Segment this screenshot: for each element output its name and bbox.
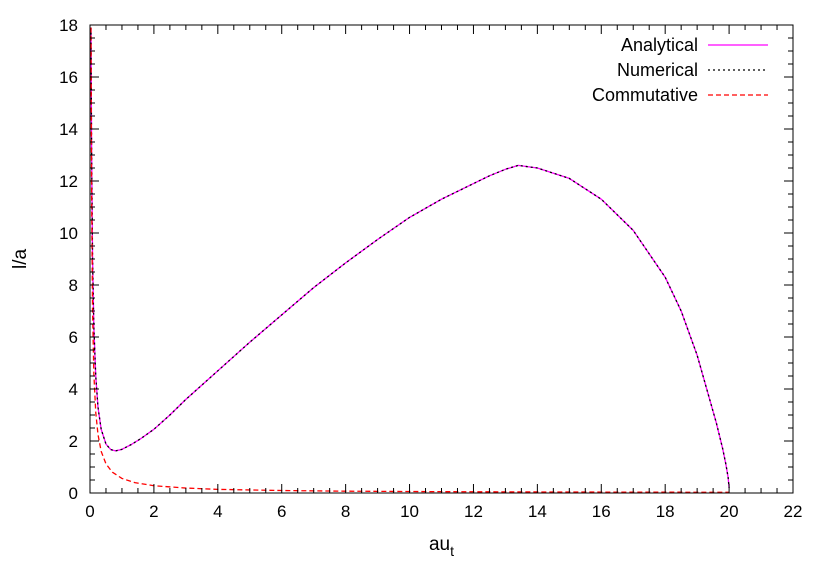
series-line-numerical xyxy=(90,27,730,488)
x-axis-label: aut xyxy=(429,534,454,559)
x-tick-label: 2 xyxy=(149,502,158,521)
x-tick-label: 20 xyxy=(720,502,739,521)
x-tick-label: 0 xyxy=(85,502,94,521)
x-tick-label: 18 xyxy=(656,502,675,521)
y-axis-label: l/a xyxy=(10,249,31,270)
y-tick-label: 10 xyxy=(59,224,78,243)
x-tick-label: 16 xyxy=(592,502,611,521)
x-tick-label: 4 xyxy=(213,502,222,521)
y-tick-label: 4 xyxy=(69,380,78,399)
legend-label: Numerical xyxy=(617,60,698,80)
x-tick-label: 14 xyxy=(528,502,547,521)
x-tick-label: 22 xyxy=(784,502,803,521)
y-tick-label: 0 xyxy=(69,484,78,503)
x-tick-label: 6 xyxy=(277,502,286,521)
x-tick-label: 12 xyxy=(464,502,483,521)
legend-label: Commutative xyxy=(592,85,698,105)
y-tick-label: 14 xyxy=(59,120,78,139)
legend: Analytical Numerical Commutative xyxy=(592,35,768,105)
legend-label: Analytical xyxy=(621,35,698,55)
x-tick-label: 10 xyxy=(400,502,419,521)
y-tick-label: 16 xyxy=(59,68,78,87)
y-tick-label: 8 xyxy=(69,276,78,295)
y-tick-label: 6 xyxy=(69,328,78,347)
y-tick-label: 12 xyxy=(59,172,78,191)
x-tick-label: 8 xyxy=(341,502,350,521)
y-axis-ticks: 0 2 4 6 8 10 12 14 16 18 xyxy=(59,16,793,503)
x-axis-ticks: 0 2 4 6 8 10 12 14 16 18 20 22 xyxy=(85,25,802,521)
y-tick-label: 18 xyxy=(59,16,78,35)
y-tick-label: 2 xyxy=(69,432,78,451)
